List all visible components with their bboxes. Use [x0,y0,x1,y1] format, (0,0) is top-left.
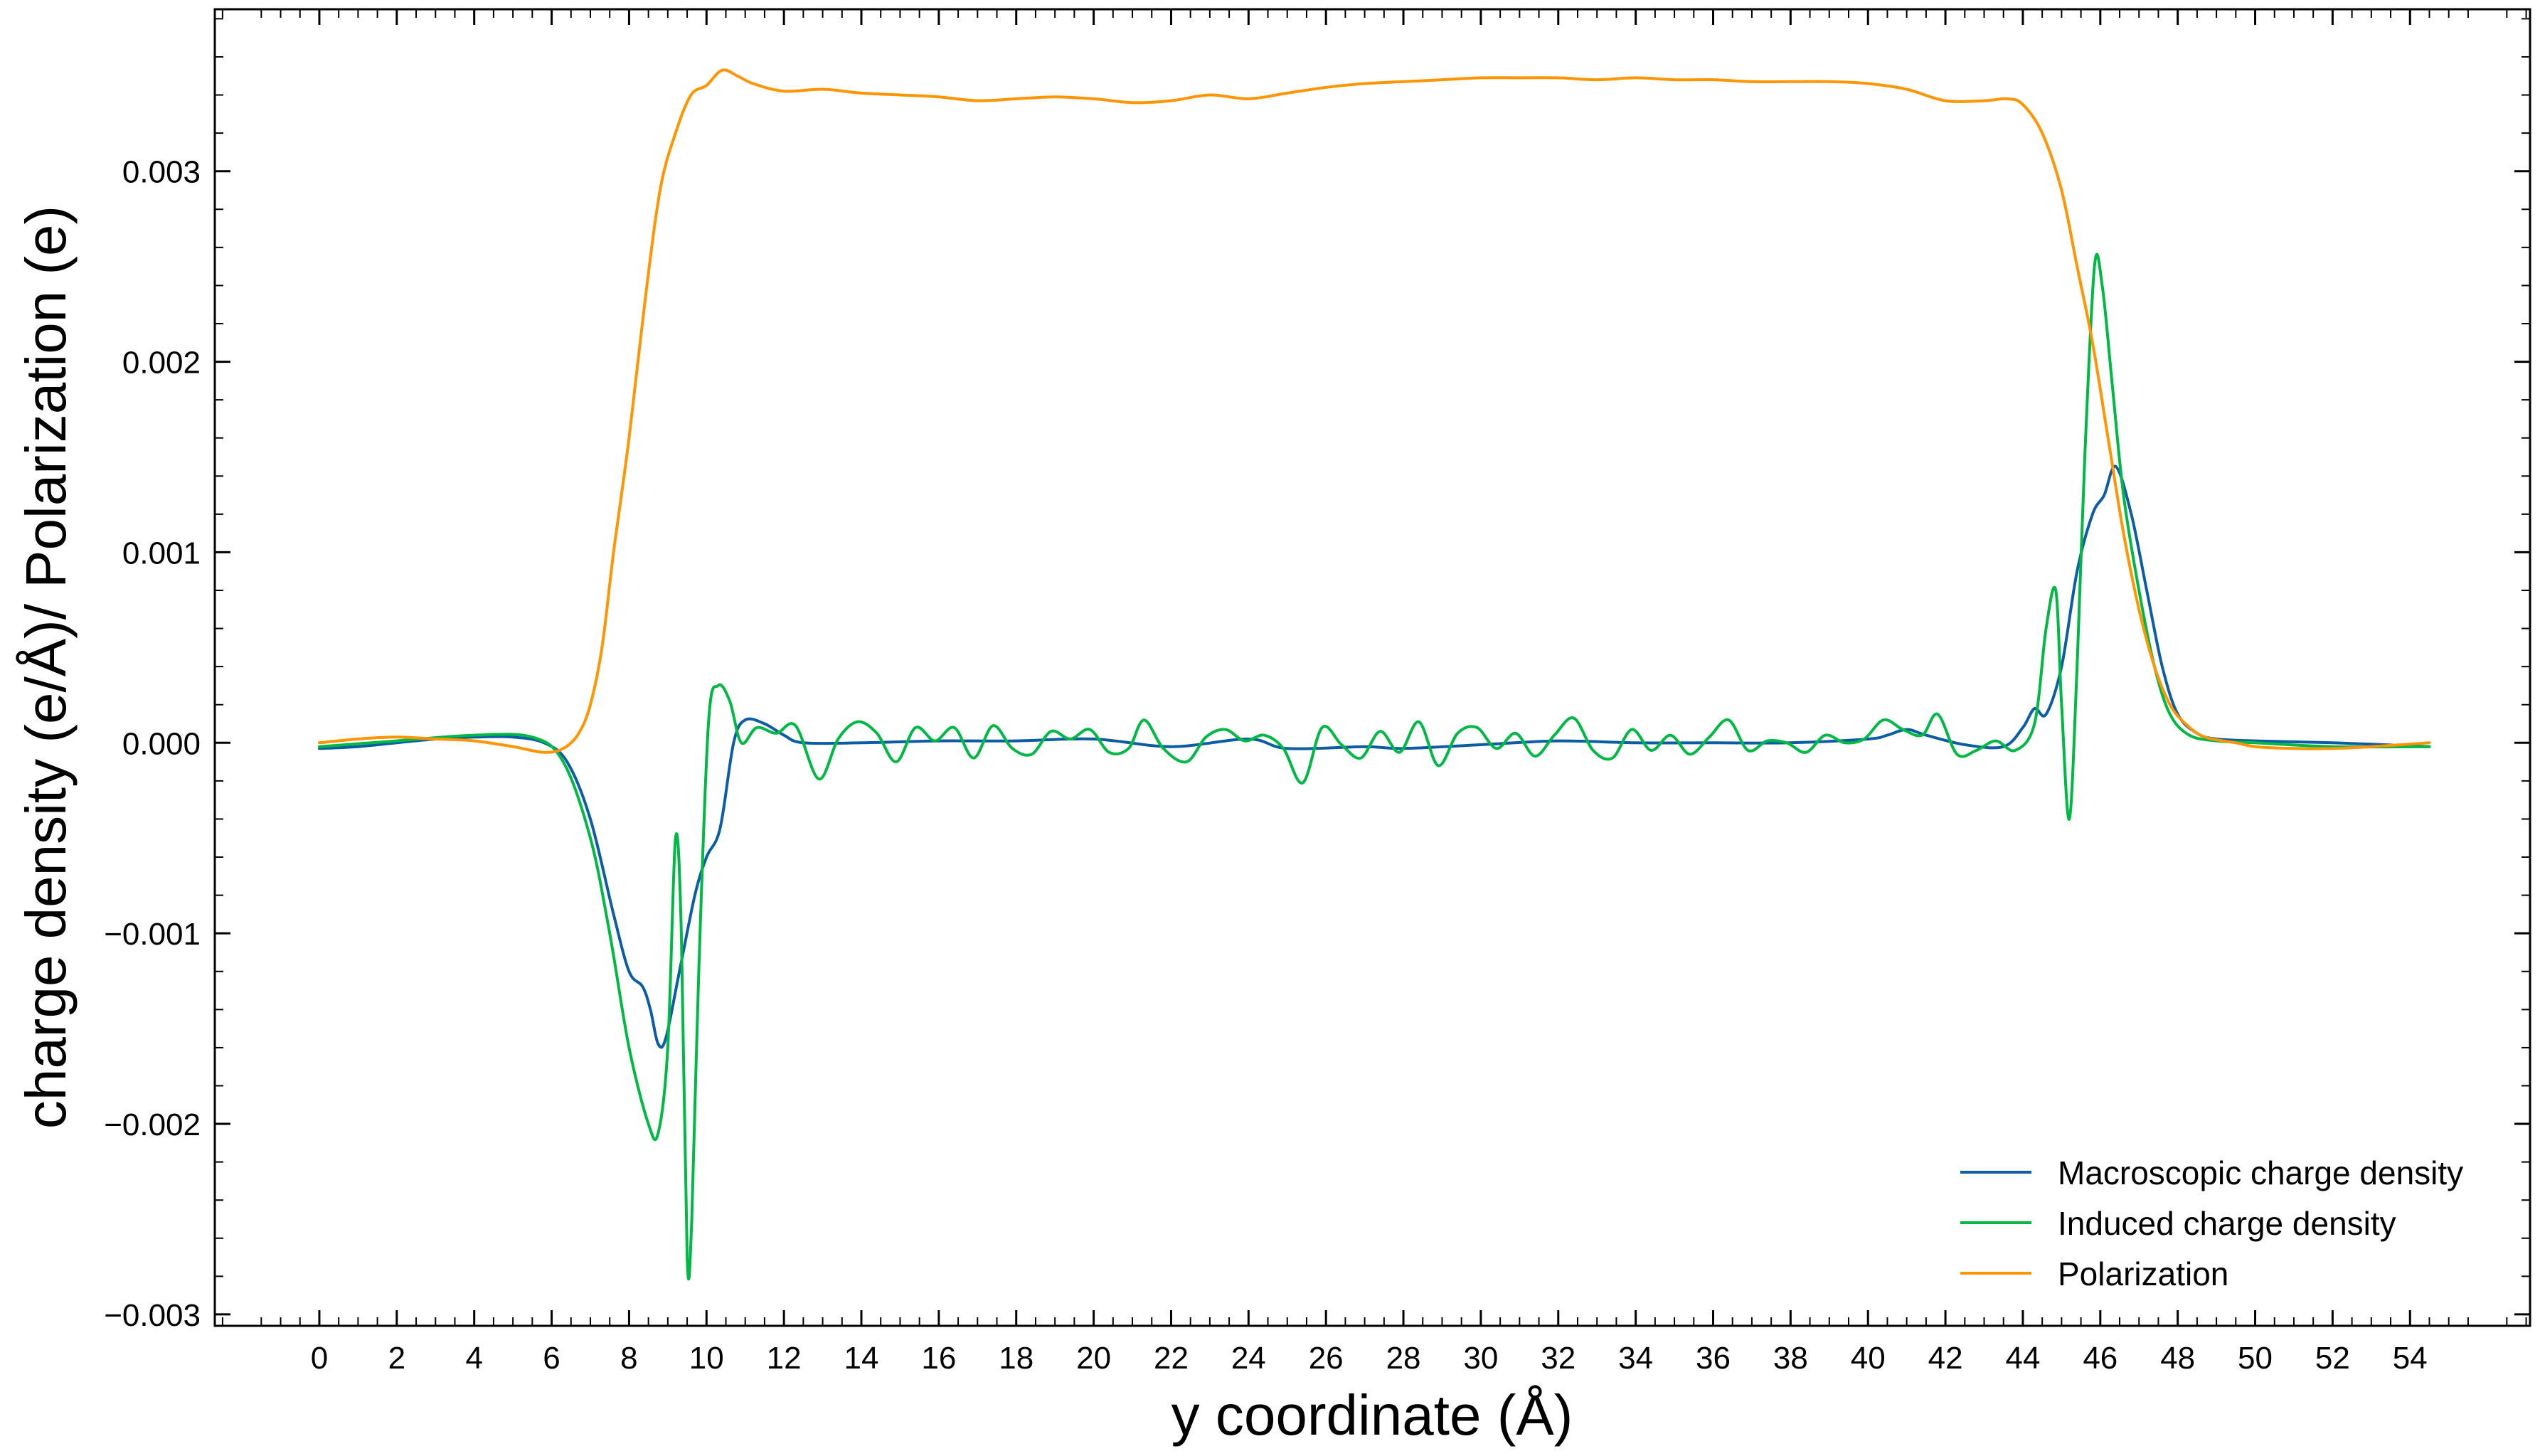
x-tick-label: 18 [999,1341,1033,1376]
x-tick-label: 26 [1309,1341,1344,1376]
x-tick-label: 54 [2393,1341,2428,1376]
y-tick-label: 0.000 [122,726,201,761]
y-tick-label: −0.001 [104,917,201,952]
x-tick-label: 38 [1773,1341,1808,1376]
x-tick-label: 40 [1851,1341,1886,1376]
x-tick-label: 24 [1231,1341,1266,1376]
x-tick-label: 52 [2315,1341,2350,1376]
x-tick-label: 48 [2160,1341,2195,1376]
y-axis-label: charge density (e/Å)/ Polarization (e) [14,206,78,1129]
x-tick-label: 6 [543,1341,560,1376]
x-axis-label: y coordinate (Å) [1171,1383,1573,1447]
x-tick-label: 28 [1386,1341,1421,1376]
x-tick-label: 14 [844,1341,879,1376]
x-tick-label: 16 [921,1341,956,1376]
x-tick-label: 34 [1618,1341,1653,1376]
x-tick-label: 36 [1696,1341,1731,1376]
x-tick-label: 32 [1541,1341,1575,1376]
x-tick-label: 42 [1928,1341,1963,1376]
x-tick-label: 0 [311,1341,328,1376]
y-tick-label: −0.002 [104,1107,201,1142]
legend-label-polarization: Polarization [2058,1255,2228,1292]
legend-label-induced: Induced charge density [2058,1205,2396,1242]
x-tick-label: 2 [388,1341,405,1376]
x-tick-label: 10 [689,1341,724,1376]
x-tick-label: 44 [2005,1341,2040,1376]
y-tick-label: 0.001 [122,536,201,570]
x-tick-label: 50 [2238,1341,2273,1376]
x-tick-label: 20 [1076,1341,1111,1376]
y-tick-label: 0.003 [122,155,201,190]
y-tick-label: −0.003 [104,1298,201,1333]
x-tick-label: 12 [767,1341,802,1376]
x-tick-label: 8 [620,1341,637,1376]
x-tick-label: 46 [2083,1341,2117,1376]
x-tick-label: 30 [1463,1341,1498,1376]
x-tick-label: 4 [465,1341,482,1376]
legend-label-macroscopic: Macroscopic charge density [2058,1154,2463,1191]
y-tick-label: 0.002 [122,346,201,381]
x-tick-label: 22 [1154,1341,1189,1376]
